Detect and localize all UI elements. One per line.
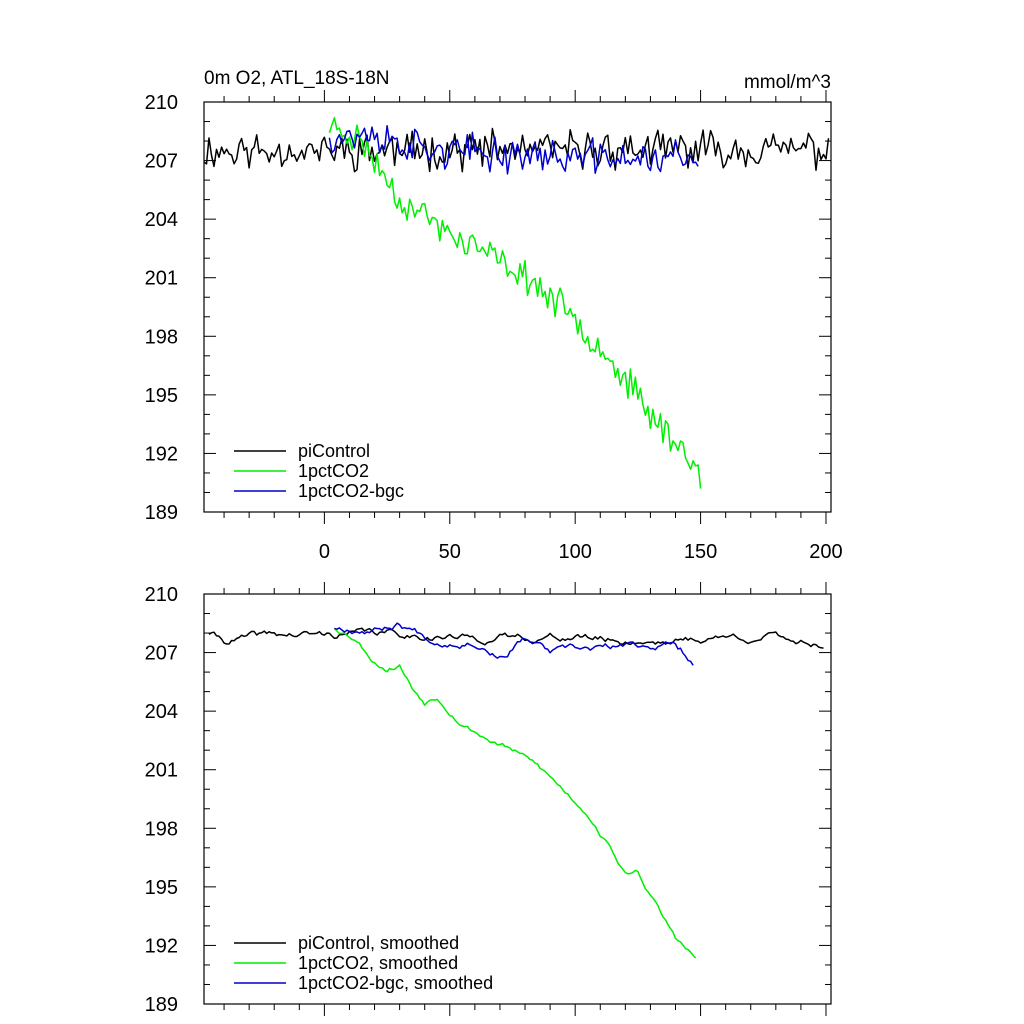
y-tick-label: 207 <box>145 151 178 173</box>
y-tick-label: 204 <box>145 701 178 723</box>
bottom-panel-y-tick-labels: 189 192 195 198 201 204 207 210 <box>145 584 178 1016</box>
y-tick-label: 195 <box>145 877 178 899</box>
x-tick-label: 200 <box>809 541 842 563</box>
x-tick-label: 100 <box>558 541 591 563</box>
legend-label-1pctco2-smoothed: 1pctCO2, smoothed <box>298 953 458 973</box>
top-panel-series <box>203 116 830 489</box>
y-tick-label: 201 <box>145 760 178 782</box>
series-line-picontrol-smoothed <box>208 627 824 649</box>
y-tick-label: 204 <box>145 209 178 231</box>
bottom-panel-series <box>208 622 824 959</box>
legend-label-picontrol: piControl <box>298 441 370 461</box>
y-tick-label: 210 <box>145 92 178 114</box>
legend-label-picontrol-smoothed: piControl, smoothed <box>298 933 459 953</box>
y-tick-label: 207 <box>145 643 178 665</box>
bottom-panel: 189 192 195 198 201 204 207 210 piControl, smoo… <box>145 582 832 1016</box>
top-panel-title: 0m O2, ATL_18S-18N <box>204 68 390 89</box>
bottom-panel-legend: piControl, smoothed 1pctCO2, smoothed 1p… <box>234 933 493 993</box>
y-tick-label: 195 <box>145 385 178 407</box>
top-panel: 0m O2, ATL_18S-18N mmol/m^3 189 192 195 198… <box>145 68 843 563</box>
top-panel-y-tick-labels: 189 192 195 198 201 204 207 210 <box>145 92 178 524</box>
top-panel-units: mmol/m^3 <box>744 72 831 93</box>
top-panel-x-tick-labels: 0 50 100 150 200 <box>319 541 843 563</box>
y-tick-label: 210 <box>145 584 178 606</box>
series-line-picontrol <box>203 127 830 173</box>
y-tick-label: 189 <box>145 994 178 1016</box>
series-line-1pctco2-bgc-smoothed <box>334 622 694 666</box>
series-line-1pctco2 <box>328 116 702 489</box>
bottom-panel-ticks <box>204 582 831 1016</box>
legend-label-1pctco2-bgc: 1pctCO2-bgc <box>298 481 404 501</box>
x-tick-label: 0 <box>319 541 330 563</box>
series-line-1pctco2-bgc <box>328 124 699 175</box>
legend-label-1pctco2: 1pctCO2 <box>298 461 369 481</box>
series-line-1pctco2-smoothed <box>333 627 697 959</box>
y-tick-label: 201 <box>145 268 178 290</box>
y-tick-label: 192 <box>145 443 178 465</box>
y-tick-label: 198 <box>145 818 178 840</box>
y-tick-label: 192 <box>145 935 178 957</box>
bottom-plot-frame <box>203 593 832 1005</box>
top-panel-legend: piControl 1pctCO2 1pctCO2-bgc <box>234 441 404 501</box>
legend-label-1pctco2-bgc-smoothed: 1pctCO2-bgc, smoothed <box>298 973 493 993</box>
x-tick-label: 50 <box>439 541 461 563</box>
x-tick-label: 150 <box>684 541 717 563</box>
top-plot-frame <box>203 101 832 513</box>
top-panel-ticks <box>204 90 831 524</box>
y-tick-label: 189 <box>145 502 178 524</box>
y-tick-label: 198 <box>145 326 178 348</box>
